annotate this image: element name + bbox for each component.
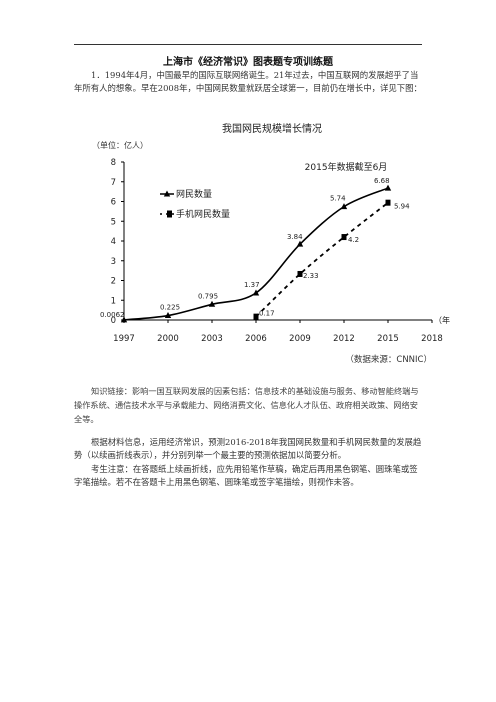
legend-marker-internet-users bbox=[163, 190, 171, 197]
data-point-internet-users bbox=[296, 240, 304, 247]
y-tick-label: 6 bbox=[111, 198, 116, 208]
x-tick-label: 2012 bbox=[333, 334, 355, 344]
data-point-internet-users bbox=[164, 312, 172, 319]
y-tick-label: 5 bbox=[111, 217, 116, 227]
y-tick-label: 2 bbox=[111, 277, 116, 287]
knowledge-link-text: 知识链接：影响一国互联网发展的因素包括：信息技术的基础设施与服务、移动智能终端与… bbox=[74, 386, 419, 424]
header-rule bbox=[74, 44, 422, 45]
x-tick-label: 2018 bbox=[421, 334, 443, 344]
legend-label-mobile-users: 手机网民数量 bbox=[176, 208, 230, 220]
data-label-internet-users: 5.74 bbox=[330, 195, 346, 203]
y-axis-unit-label: （单位：亿人） bbox=[92, 140, 148, 150]
series-line-mobile-users bbox=[255, 201, 389, 318]
legend-marker-mobile-users bbox=[167, 210, 172, 218]
data-label-mobile-users: 4.2 bbox=[348, 236, 359, 244]
data-point-internet-users bbox=[208, 300, 216, 307]
x-tick-label: 2000 bbox=[157, 334, 179, 344]
data-point-mobile-users bbox=[297, 270, 303, 277]
data-point-internet-users bbox=[340, 203, 348, 210]
y-tick-label: 4 bbox=[111, 237, 116, 247]
data-label-internet-users: 3.84 bbox=[287, 233, 303, 241]
data-label-internet-users: 0.225 bbox=[160, 304, 180, 312]
series-line-internet-users bbox=[123, 187, 389, 321]
data-point-internet-users bbox=[252, 289, 260, 296]
document-title: 上海市《经济常识》图表题专项训练题 bbox=[163, 57, 333, 68]
data-label-internet-users: 1.37 bbox=[244, 281, 260, 289]
chart-title: 我国网民规模增长情况 bbox=[222, 122, 322, 135]
data-note-annotation: 2015年数据截至6月 bbox=[305, 161, 388, 173]
legend-label-internet-users: 网民数量 bbox=[176, 188, 212, 200]
y-tick-label: 1 bbox=[111, 296, 116, 306]
data-label-mobile-users: 2.33 bbox=[303, 272, 319, 280]
data-point-internet-users bbox=[120, 316, 128, 323]
data-source-label: （数据来源：CNNIC） bbox=[345, 354, 432, 365]
question-1-text: 1．1994年4月，中国最早的国际互联网络诞生。21年过去，中国互联网的发展超乎… bbox=[74, 70, 422, 94]
data-label-internet-users: 0.795 bbox=[198, 292, 218, 300]
instruction-text: 根据材料信息，运用经济常识，预测2016-2018年我国网民数量和手机网民数量的… bbox=[74, 437, 422, 461]
y-tick-label: 0 bbox=[111, 316, 116, 326]
y-tick-label: 7 bbox=[111, 178, 116, 188]
data-point-mobile-users bbox=[253, 313, 259, 320]
x-tick-label: 2009 bbox=[289, 334, 311, 344]
x-tick-label: 2006 bbox=[245, 334, 267, 344]
x-tick-label: 2003 bbox=[201, 334, 223, 344]
exam-note-text: 考生注意：在答题纸上续画折线，应先用铅笔作草稿，确定后再用黑色钢笔、圆珠笔或签字… bbox=[74, 464, 418, 488]
chart-container: 我国网民规模增长情况 （单位：亿人） 2015年数据截至6月 （数据来源：CNNIC）… bbox=[90, 117, 450, 367]
x-tick-label: 2015 bbox=[377, 334, 399, 344]
data-label-internet-users: 6.68 bbox=[374, 177, 390, 185]
internet-users-line-chart: 我国网民规模增长情况 （单位：亿人） 2015年数据截至6月 （数据来源：CNNIC）… bbox=[92, 122, 450, 365]
y-tick-label: 3 bbox=[111, 257, 116, 267]
x-axis-unit-label: （年） bbox=[434, 315, 450, 325]
y-tick-label: 8 bbox=[111, 158, 116, 168]
data-label-mobile-users: 5.94 bbox=[394, 203, 410, 211]
data-label-internet-users: 0.0062 bbox=[100, 311, 125, 319]
data-point-internet-users bbox=[384, 184, 392, 191]
data-label-mobile-users: 0.17 bbox=[259, 310, 275, 318]
data-point-mobile-users bbox=[341, 234, 347, 241]
x-tick-label: 1997 bbox=[113, 334, 135, 344]
data-point-mobile-users bbox=[385, 199, 391, 206]
